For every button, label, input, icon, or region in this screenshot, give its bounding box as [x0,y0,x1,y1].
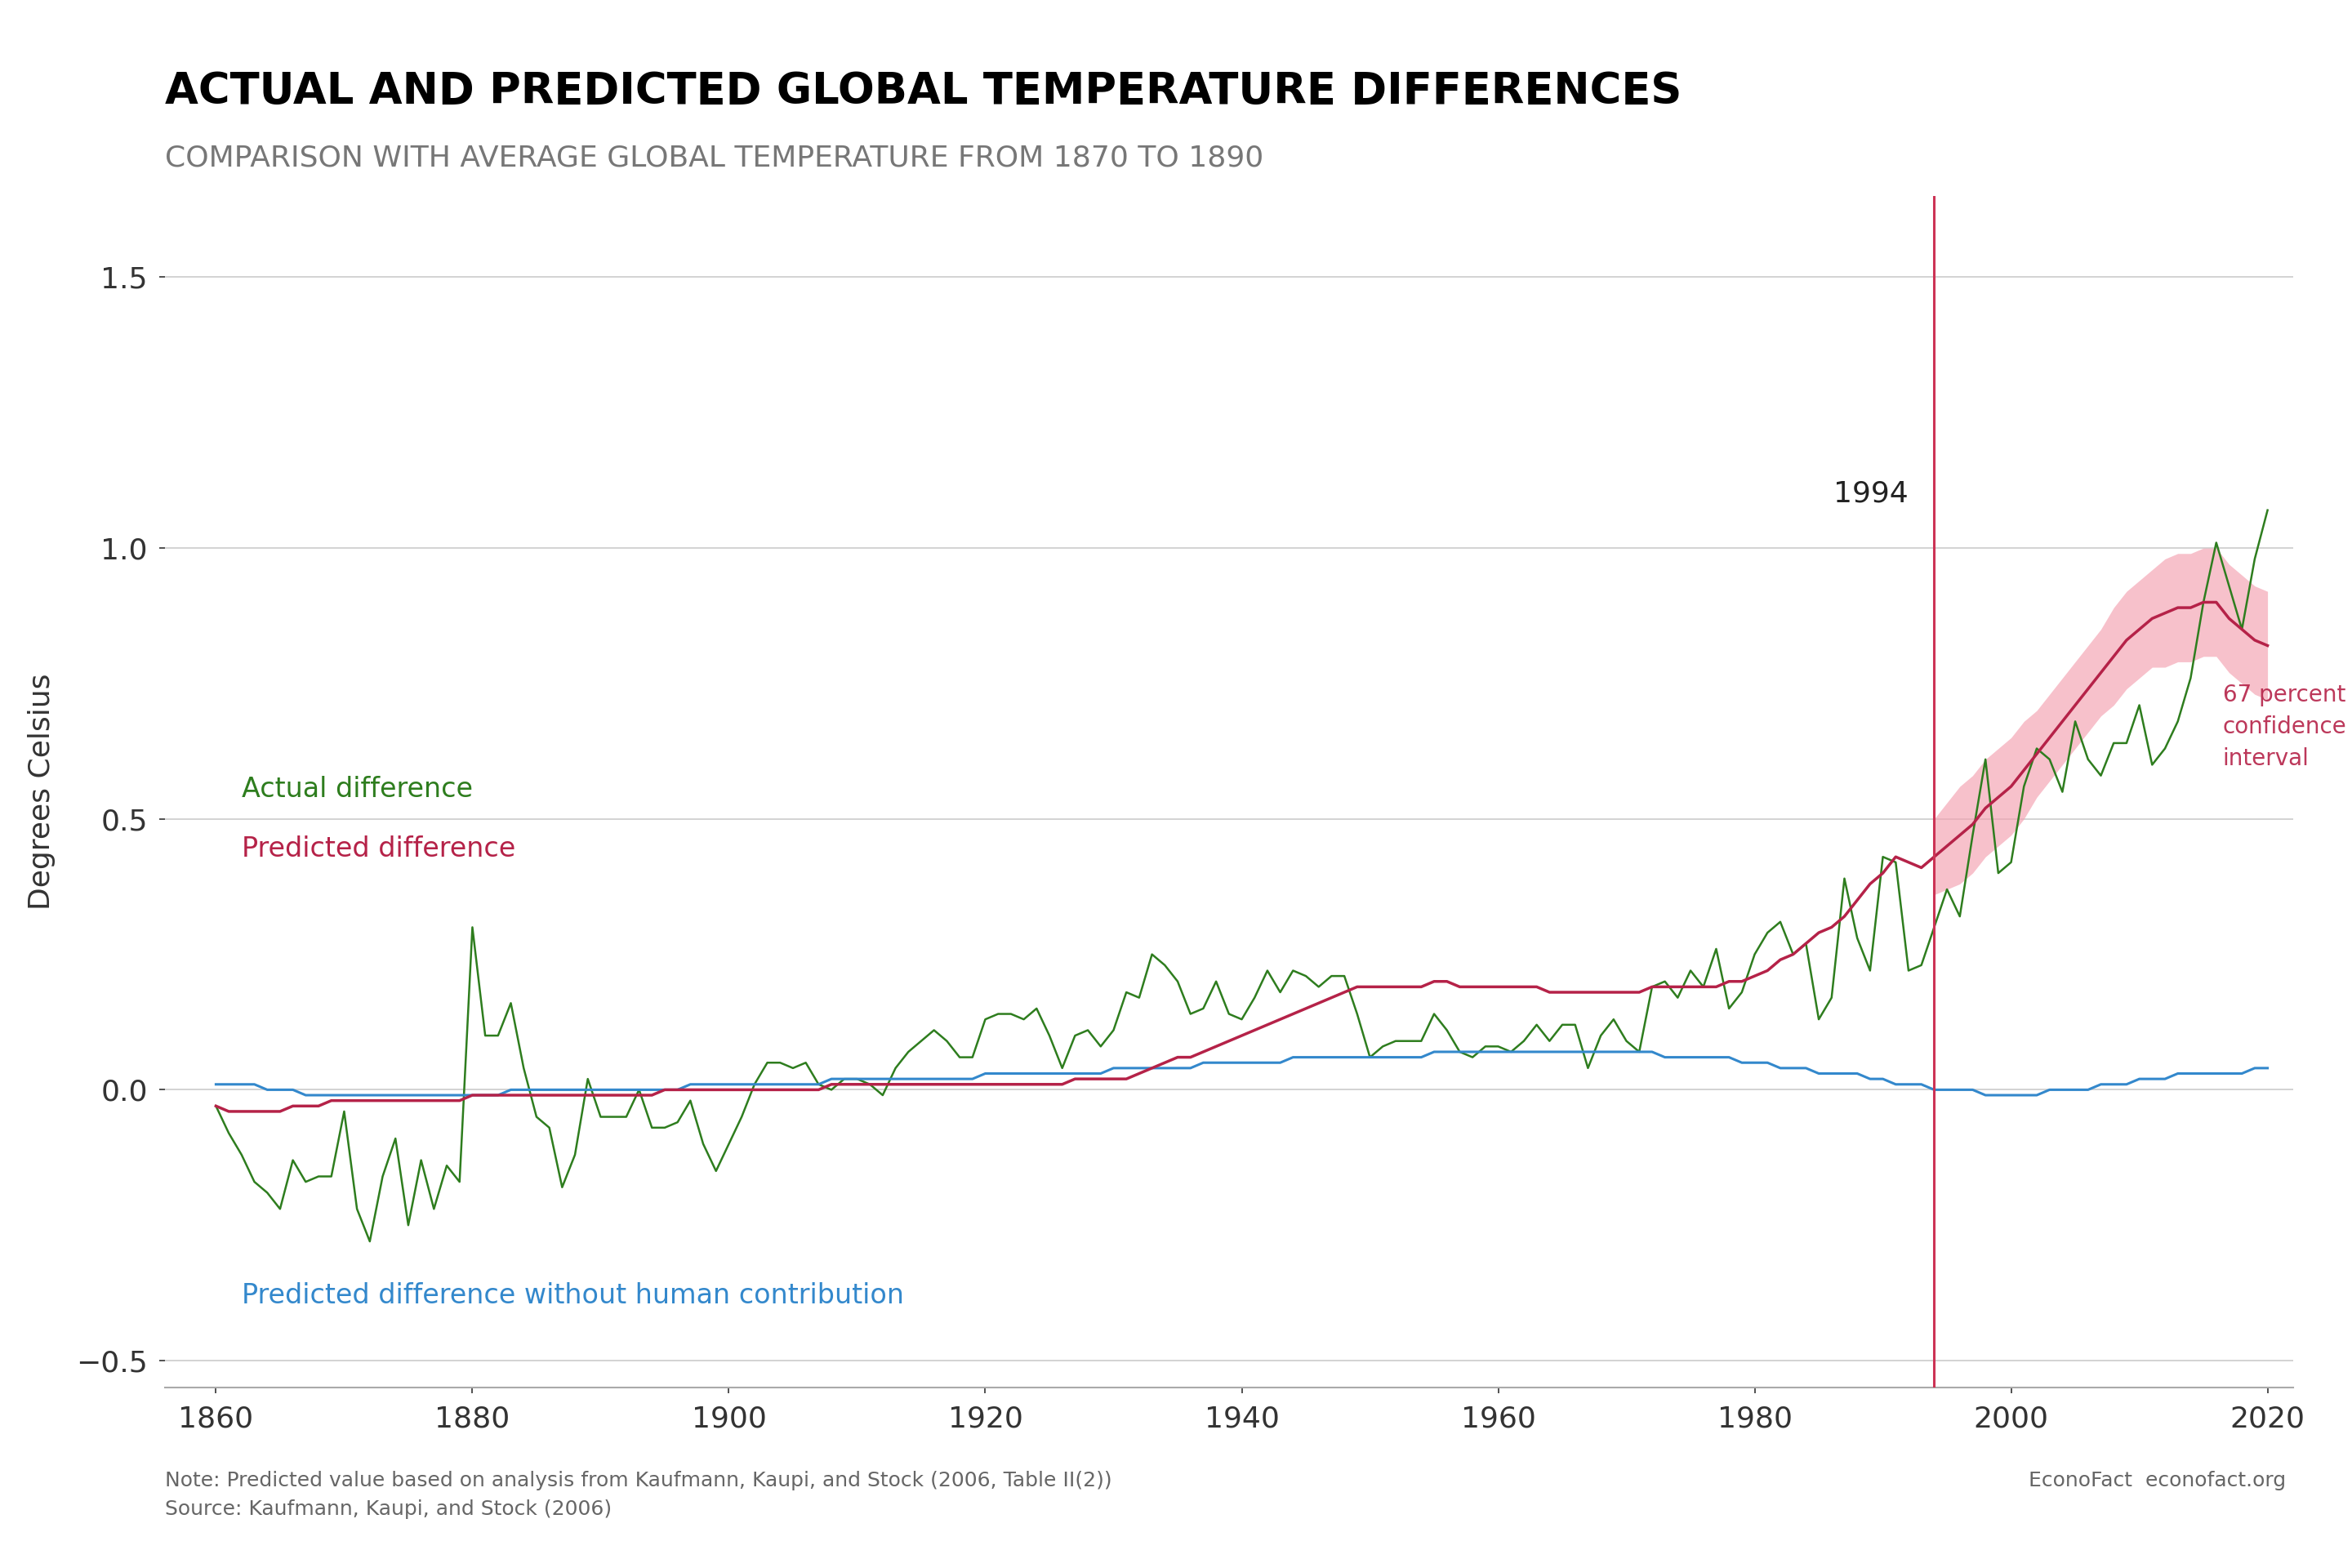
Text: Note: Predicted value based on analysis from Kaufmann, Kaupi, and Stock (2006, T: Note: Predicted value based on analysis … [165,1471,1112,1519]
Text: 1994: 1994 [1835,480,1907,508]
Text: EconoFact  econofact.org: EconoFact econofact.org [2030,1471,2286,1490]
Text: Actual difference: Actual difference [242,776,473,803]
Text: 67 percent
confidence
interval: 67 percent confidence interval [2223,684,2347,770]
Text: Predicted difference: Predicted difference [242,836,515,862]
Text: Predicted difference without human contribution: Predicted difference without human contr… [242,1283,903,1309]
Text: COMPARISON WITH AVERAGE GLOBAL TEMPERATURE FROM 1870 TO 1890: COMPARISON WITH AVERAGE GLOBAL TEMPERATU… [165,144,1263,172]
Text: ACTUAL AND PREDICTED GLOBAL TEMPERATURE DIFFERENCES: ACTUAL AND PREDICTED GLOBAL TEMPERATURE … [165,71,1682,113]
Y-axis label: Degrees Celsius: Degrees Celsius [28,674,56,909]
